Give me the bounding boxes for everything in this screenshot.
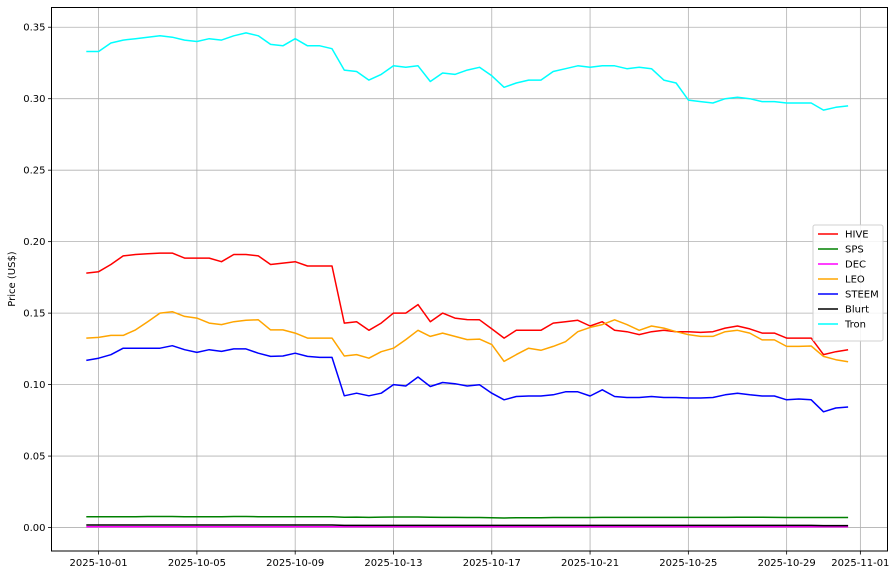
x-tick-label: 2025-10-09 bbox=[266, 558, 324, 569]
grid bbox=[51, 7, 888, 551]
legend-label: Tron bbox=[844, 320, 866, 331]
series-line-hive bbox=[86, 252, 849, 356]
y-tick-label: 0.20 bbox=[23, 237, 45, 248]
x-axis: 2025-10-01 2025-10-05 2025-10-09 2025-10-13… bbox=[70, 551, 889, 569]
legend: HIVE SPS DEC LEO STEEM Blurt Tron bbox=[812, 224, 884, 342]
legend-frame bbox=[812, 224, 884, 342]
legend-label: STEEM bbox=[845, 290, 879, 301]
legend-label: HIVE bbox=[845, 230, 869, 241]
x-tick-label: 2025-10-01 bbox=[70, 558, 128, 569]
series-line-leo bbox=[86, 310, 849, 363]
x-tick-label: 2025-10-13 bbox=[364, 558, 422, 569]
x-tick-label: 2025-11-01 bbox=[831, 558, 889, 569]
y-axis: 0.00 0.05 0.10 0.15 0.20 0.25 0.30 0.35 bbox=[23, 23, 52, 534]
x-tick-label: 2025-10-29 bbox=[758, 558, 816, 569]
y-axis-label: Price (US$) bbox=[7, 251, 18, 307]
y-tick-label: 0.15 bbox=[23, 309, 45, 320]
plot-frame bbox=[51, 7, 888, 552]
y-tick-label: 0.25 bbox=[23, 166, 45, 177]
y-tick-label: 0.10 bbox=[23, 380, 45, 391]
y-tick-label: 0.05 bbox=[23, 452, 45, 463]
legend-label: Blurt bbox=[845, 305, 869, 316]
y-tick-label: 0.35 bbox=[23, 23, 45, 34]
x-tick-label: 2025-10-17 bbox=[463, 558, 521, 569]
y-tick-label: 0.30 bbox=[23, 94, 45, 105]
series-line-sps bbox=[86, 515, 849, 519]
series-lines bbox=[86, 32, 849, 528]
y-tick-label: 0.00 bbox=[23, 523, 45, 534]
legend-label: LEO bbox=[845, 275, 865, 286]
x-tick-label: 2025-10-05 bbox=[168, 558, 226, 569]
series-line-blurt bbox=[86, 524, 849, 527]
series-line-steem bbox=[86, 344, 849, 413]
x-tick-label: 2025-10-25 bbox=[659, 558, 717, 569]
x-tick-label: 2025-10-21 bbox=[561, 558, 619, 569]
legend-label: DEC bbox=[845, 260, 866, 271]
legend-label: SPS bbox=[845, 245, 864, 256]
series-line-tron bbox=[86, 32, 849, 111]
